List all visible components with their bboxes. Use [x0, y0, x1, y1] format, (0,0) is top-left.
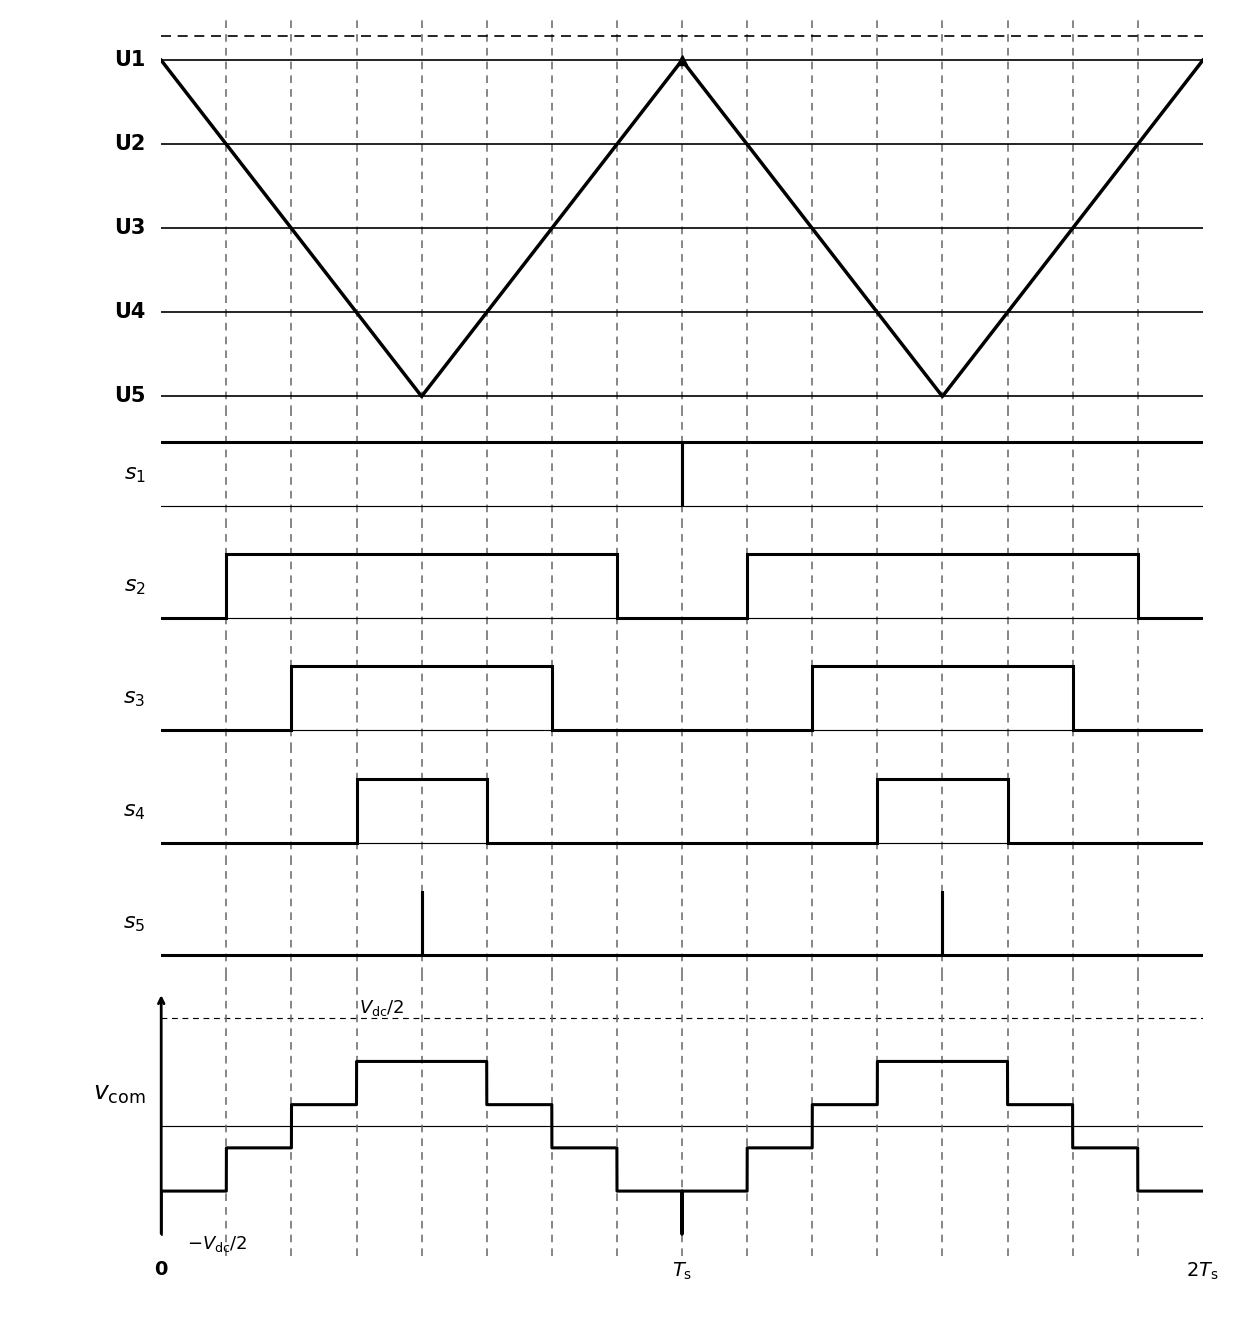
Text: $T_{\rm s}$: $T_{\rm s}$: [672, 1260, 692, 1281]
Text: $s_2$: $s_2$: [124, 575, 145, 597]
Text: 0: 0: [155, 1260, 167, 1280]
Text: $s_1$: $s_1$: [124, 462, 145, 485]
Text: $v_{\rm com}$: $v_{\rm com}$: [93, 1082, 145, 1106]
Text: U4: U4: [114, 303, 145, 323]
Text: $-V_{\rm dc}/2$: $-V_{\rm dc}/2$: [187, 1235, 247, 1255]
Text: $s_4$: $s_4$: [123, 800, 145, 821]
Text: U1: U1: [114, 51, 145, 70]
Text: U5: U5: [114, 387, 145, 407]
Text: $s_3$: $s_3$: [124, 687, 145, 710]
Text: $2T_{\rm s}$: $2T_{\rm s}$: [1187, 1260, 1219, 1281]
Text: $V_{\rm dc}/2$: $V_{\rm dc}/2$: [360, 998, 404, 1018]
Text: U2: U2: [114, 134, 145, 154]
Text: U3: U3: [114, 218, 145, 238]
Text: $s_5$: $s_5$: [123, 912, 145, 934]
